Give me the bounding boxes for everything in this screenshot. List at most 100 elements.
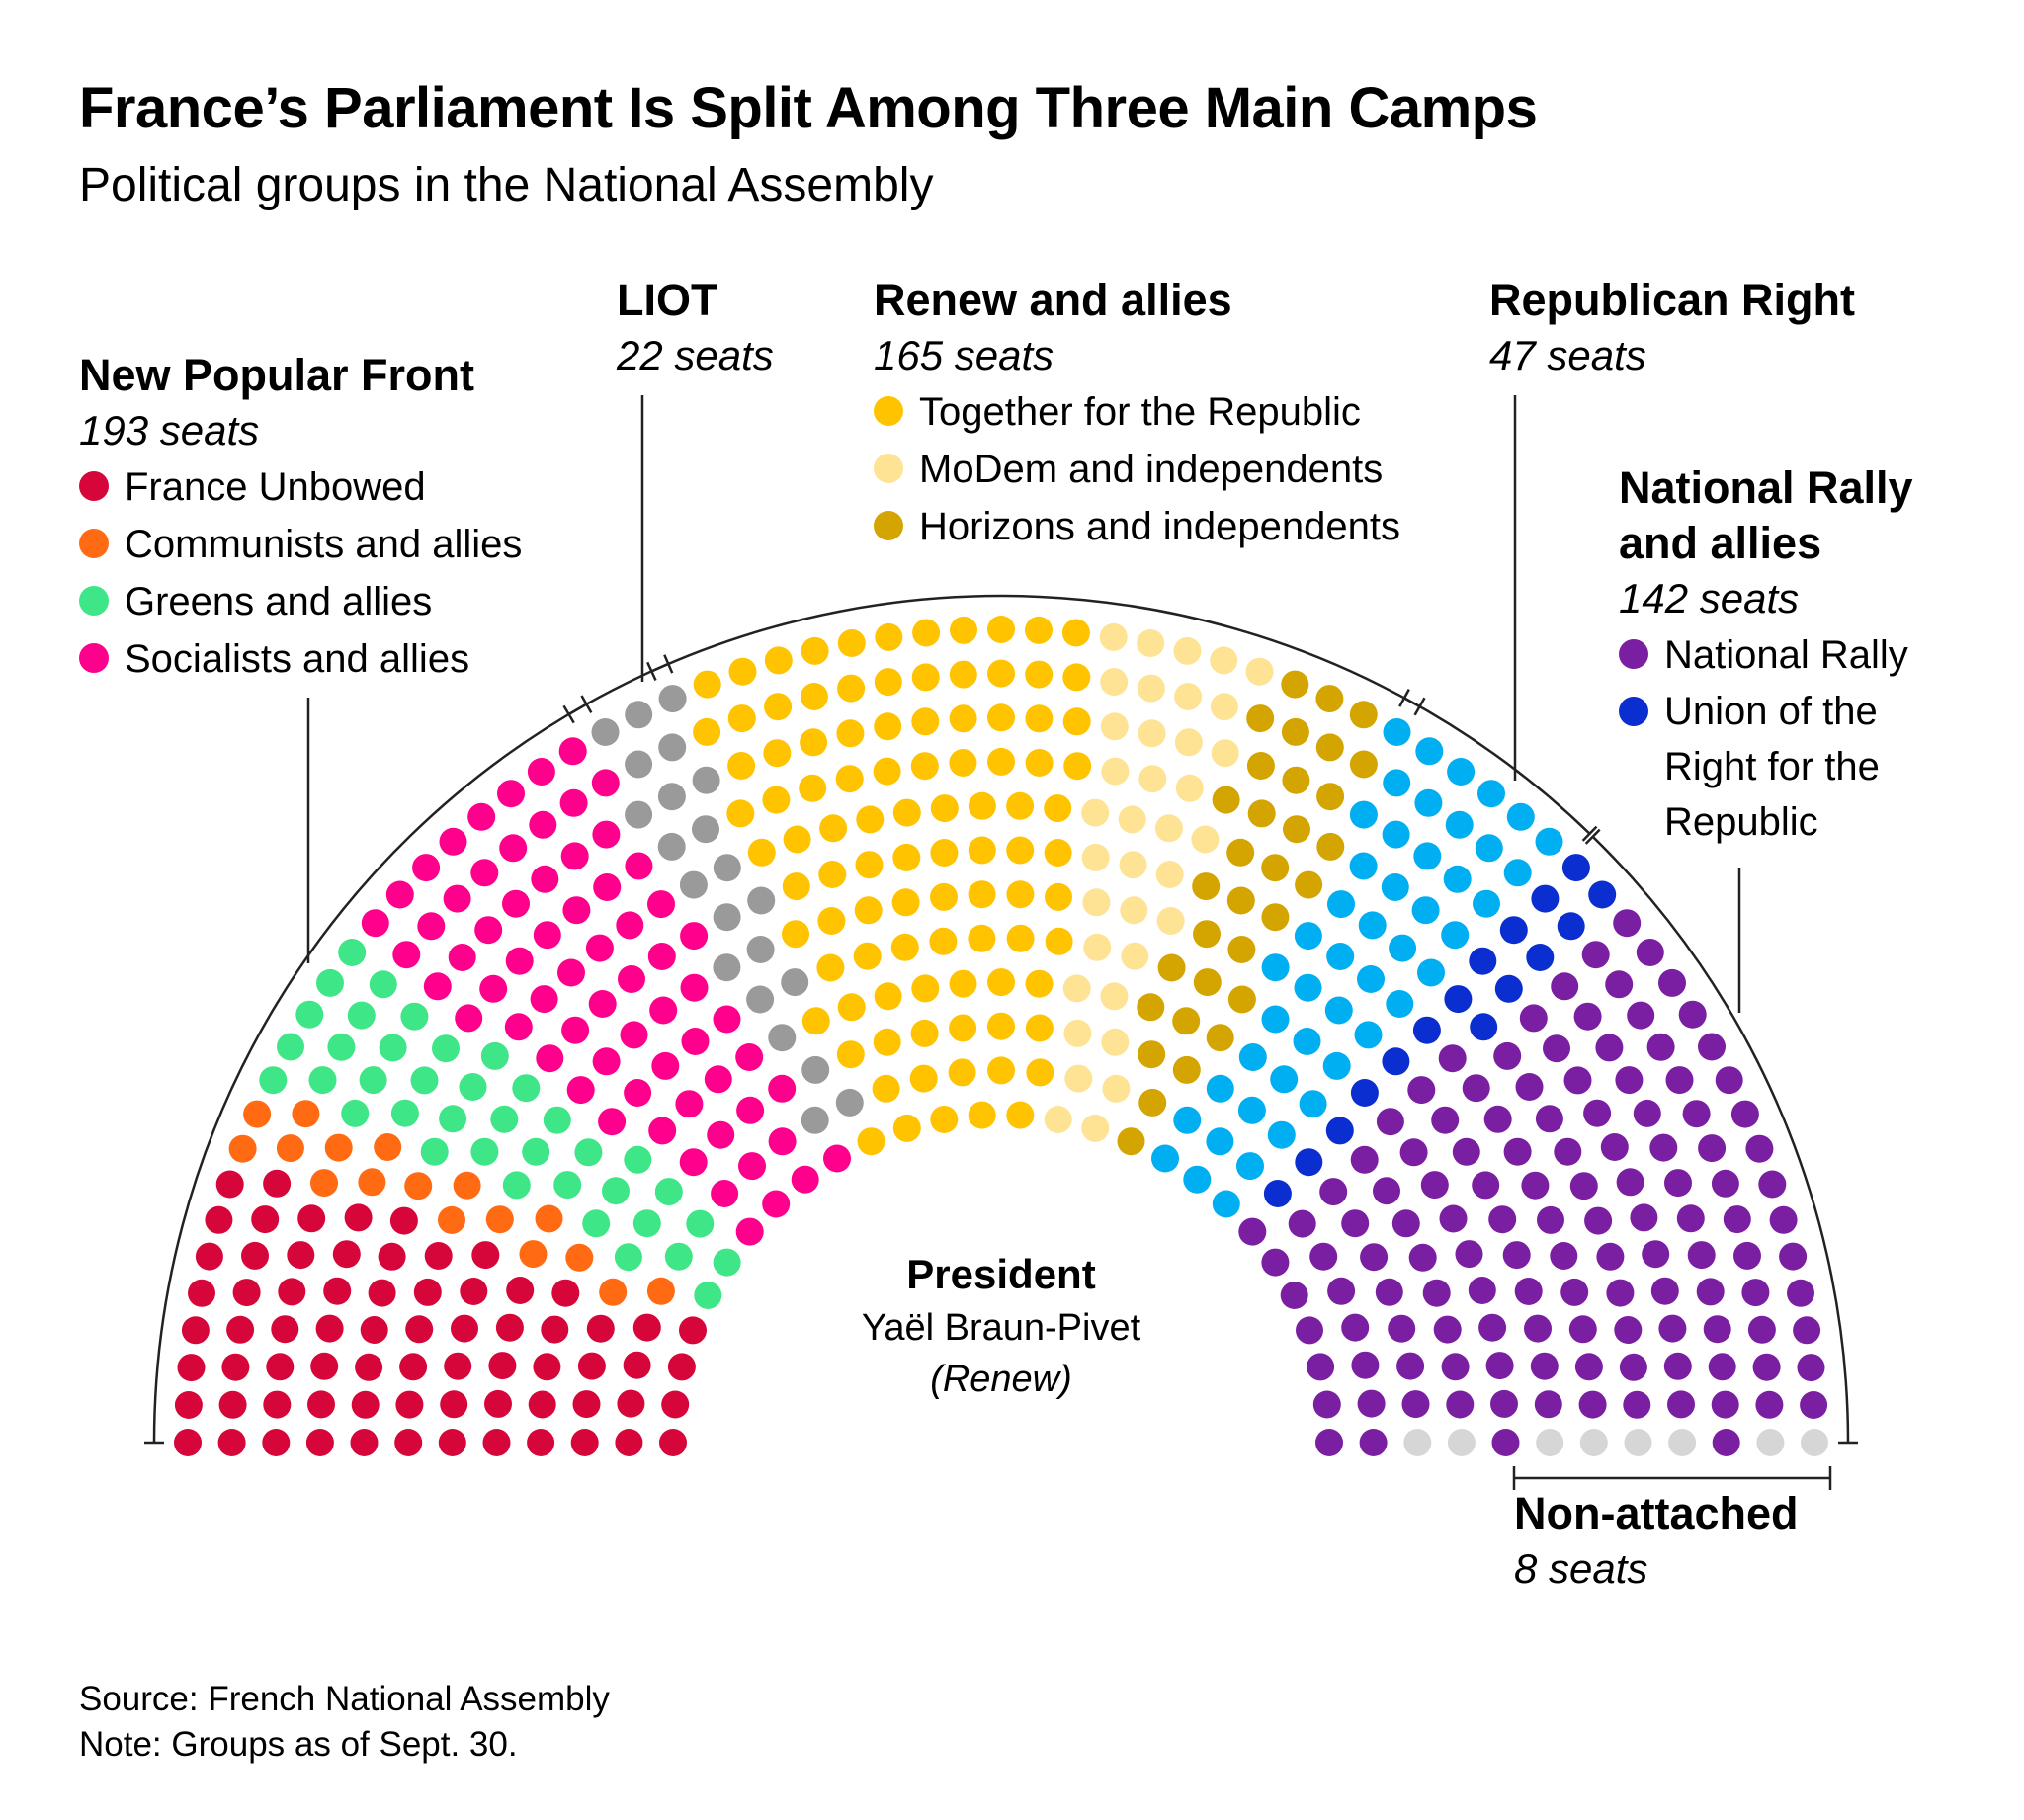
seat-dot xyxy=(423,972,452,1001)
seat-dot xyxy=(800,728,828,757)
seat-dot xyxy=(1711,1169,1739,1198)
seat-dot xyxy=(390,1099,419,1127)
seat-dot xyxy=(378,1242,406,1271)
seat-dot xyxy=(857,1127,886,1156)
seat-dot xyxy=(490,1105,519,1133)
seat-dot xyxy=(1025,969,1054,998)
seat-dot xyxy=(412,854,441,882)
seat-dot xyxy=(1573,1002,1602,1031)
seat-dot xyxy=(987,1056,1015,1085)
seat-dot xyxy=(1137,993,1165,1022)
seat-dot xyxy=(1417,958,1445,987)
seat-dot xyxy=(1615,1066,1644,1095)
seat-dot xyxy=(1627,1001,1655,1030)
seat-dot xyxy=(1444,985,1473,1014)
seat-dot xyxy=(1099,622,1128,651)
seat-dot xyxy=(1121,942,1149,970)
seat-dot xyxy=(368,1279,396,1307)
seat-dot xyxy=(410,1066,439,1095)
seat-dot xyxy=(664,1242,693,1271)
seat-dot xyxy=(243,1100,272,1128)
seat-dot xyxy=(1422,1279,1451,1307)
seat-dot xyxy=(1506,802,1535,831)
seat-dot xyxy=(1715,1066,1743,1095)
group-brackets xyxy=(144,395,1858,1490)
seat-dot xyxy=(1800,1391,1828,1419)
seat-dot xyxy=(801,1007,830,1035)
seat-dot xyxy=(1026,1058,1054,1087)
seat-dot xyxy=(1212,786,1240,814)
legend-item-horizons: Horizons and independents xyxy=(874,498,1400,555)
legend-label: Union of the Right for the Republic xyxy=(1664,684,1880,850)
seat-dot xyxy=(949,969,977,998)
chart-title: France’s Parliament Is Split Among Three… xyxy=(79,76,1538,140)
seat-dot xyxy=(570,1429,599,1456)
seat-dot xyxy=(438,1429,466,1456)
seat-dot xyxy=(764,646,793,675)
seat-dot xyxy=(1238,1217,1267,1246)
seat-dot xyxy=(1446,1390,1475,1419)
seat-dot xyxy=(1025,749,1054,777)
seat-dot xyxy=(1521,1171,1550,1200)
seat-dot xyxy=(1211,739,1239,768)
seat-dot xyxy=(1155,861,1184,888)
seat-dot xyxy=(1350,1079,1379,1107)
seat-dot xyxy=(835,765,864,793)
group-name: Non-attached xyxy=(1514,1488,1799,1538)
group-name: Republican Right xyxy=(1489,275,1855,325)
seat-dot xyxy=(1515,1073,1544,1101)
seat-dot xyxy=(799,774,827,802)
seat-dot xyxy=(987,747,1015,776)
seat-dot xyxy=(818,861,847,888)
legend-label: Together for the Republic xyxy=(919,390,1361,434)
seat-dot xyxy=(856,805,885,834)
seat-dot xyxy=(439,827,467,856)
seat-dot xyxy=(543,1106,571,1134)
seat-dot xyxy=(1062,707,1091,736)
seat-dot xyxy=(1678,1000,1707,1029)
seat-dot xyxy=(1226,838,1255,867)
seat-dot xyxy=(205,1205,233,1234)
seat-dot xyxy=(1206,1024,1234,1052)
seat-dot xyxy=(565,1243,594,1272)
seat-dot xyxy=(392,941,421,969)
seat-dot xyxy=(1138,719,1166,748)
seat-dot xyxy=(623,1351,651,1379)
seat-dot xyxy=(479,974,508,1003)
seat-dot xyxy=(661,1390,690,1419)
seat-dot xyxy=(1157,953,1186,982)
seat-dot xyxy=(360,1316,388,1344)
seat-dot xyxy=(1733,1241,1761,1270)
seat-dot xyxy=(1581,941,1610,969)
seat-dot xyxy=(657,783,686,811)
legend-item-communists: Communists and allies xyxy=(79,516,522,573)
seat-dot xyxy=(262,1429,291,1456)
seat-dot xyxy=(1415,737,1444,766)
seat-dot xyxy=(1403,1429,1432,1456)
seat-dot xyxy=(1475,834,1503,863)
seat-dot xyxy=(625,701,653,729)
seat-dot xyxy=(1261,953,1290,982)
seat-dot xyxy=(522,1137,550,1166)
seat-dot xyxy=(728,657,757,686)
seat-dot xyxy=(1137,674,1165,703)
seat-dot xyxy=(762,1190,791,1218)
legend-label-line: Right for the xyxy=(1664,745,1880,788)
seat-dot xyxy=(1433,1315,1462,1344)
seat-dot xyxy=(519,1240,548,1269)
seat-dot xyxy=(713,903,741,932)
seat-dot xyxy=(1441,1353,1470,1381)
seat-dot xyxy=(1082,888,1111,917)
legend-dot xyxy=(1619,639,1648,669)
seat-dot xyxy=(1100,712,1129,741)
seat-dot xyxy=(735,1043,764,1071)
seat-dot xyxy=(987,1012,1015,1040)
seat-dot xyxy=(1227,936,1256,963)
seat-dot xyxy=(1624,1429,1652,1456)
seat-dot xyxy=(174,1391,203,1419)
seat-dot xyxy=(369,970,397,999)
seat-dot xyxy=(693,670,721,699)
seat-dot xyxy=(713,953,741,982)
seat-dot xyxy=(277,1033,304,1061)
seat-dot xyxy=(438,1205,465,1234)
